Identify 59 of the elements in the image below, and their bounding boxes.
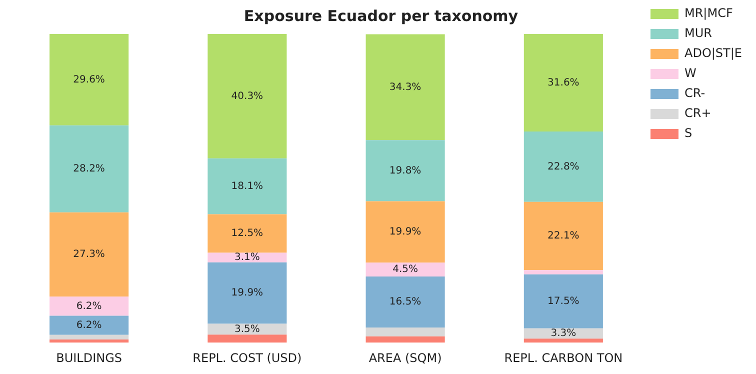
bar: [524, 270, 603, 274]
bar: [524, 274, 603, 328]
x-tick-label: REPL. CARBON TON: [504, 350, 623, 365]
data-label: 12.5%: [231, 228, 264, 240]
bar: [366, 140, 445, 202]
bar: [524, 34, 603, 132]
data-label: 6.2%: [76, 300, 102, 312]
bar: [366, 336, 445, 343]
bar: [50, 334, 129, 340]
legend-label: W: [684, 66, 696, 80]
legend-label: CR-: [684, 86, 706, 100]
data-label: 4.5%: [392, 264, 418, 276]
bar: [366, 34, 445, 140]
bar: [366, 276, 445, 328]
data-label: 22.1%: [548, 230, 580, 242]
bar: [208, 262, 287, 324]
x-tick-label: BUILDINGS: [56, 350, 122, 365]
data-label: 19.9%: [231, 288, 264, 299]
legend-label: MUR: [684, 26, 712, 40]
bar: [366, 262, 445, 277]
x-tick-label: REPL. COST (USD): [192, 350, 302, 365]
bar: [366, 327, 445, 336]
data-label: 28.2%: [73, 163, 105, 174]
bar: [208, 158, 287, 214]
chart-title: Exposure Ecuador per taxonomy: [244, 6, 518, 25]
data-label: 29.6%: [73, 74, 105, 86]
data-label: 31.6%: [548, 77, 580, 88]
data-label: 18.1%: [231, 180, 264, 192]
data-label: 40.3%: [231, 90, 264, 102]
data-label: 22.8%: [548, 161, 580, 172]
bar: [50, 340, 129, 343]
data-label: 6.2%: [76, 320, 102, 331]
bar: [524, 338, 603, 343]
x-tick-label: AREA (SQM): [368, 350, 442, 365]
bar: [50, 296, 129, 316]
bar: [208, 334, 287, 343]
legend-label: MR|MCF: [684, 6, 733, 20]
legend-label: CR+: [684, 106, 712, 120]
bar: [524, 132, 603, 202]
data-label: 3.1%: [234, 252, 260, 264]
bar: [208, 252, 287, 262]
bar: [524, 202, 603, 270]
data-label: 17.5%: [548, 296, 580, 307]
bar: [208, 34, 287, 158]
data-label: 19.9%: [389, 226, 422, 238]
data-label: 19.8%: [389, 165, 422, 176]
bar: [50, 316, 129, 335]
data-label: 27.3%: [73, 249, 105, 260]
bar: [50, 212, 129, 297]
data-label: 3.3%: [550, 328, 576, 340]
bar: [50, 125, 129, 212]
legend-label: ADO|ST|E: [684, 46, 742, 60]
bar: [50, 34, 129, 126]
data-label: 34.3%: [389, 82, 422, 93]
bar: [366, 201, 445, 263]
bar: [208, 214, 287, 253]
data-label: 16.5%: [389, 296, 422, 308]
legend-label: S: [684, 126, 692, 140]
data-label: 3.5%: [234, 324, 260, 335]
